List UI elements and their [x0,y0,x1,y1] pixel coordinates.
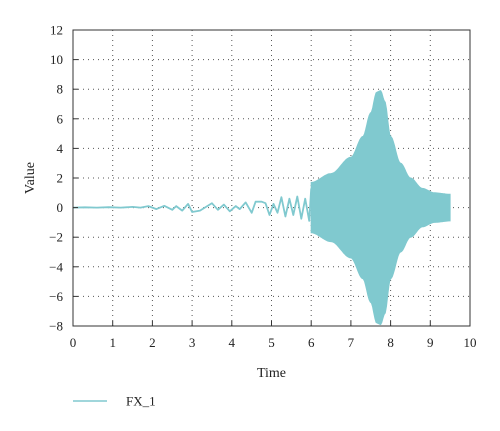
x-tick-label: 0 [70,335,77,350]
data-layer [72,90,451,326]
x-tick-label: 8 [387,335,394,350]
legend-label: FX_1 [126,394,156,409]
y-tick-label: 6 [57,111,64,126]
x-tick-label: 10 [464,335,477,350]
y-tick-label: 10 [50,52,63,67]
x-tick-label: 2 [149,335,156,350]
x-tick-label: 3 [189,335,196,350]
x-tick-label: 6 [308,335,315,350]
y-tick-label: −6 [49,289,63,304]
y-tick-label: 4 [57,141,64,156]
y-axis-title: Value [23,162,38,194]
y-tick-labels: 12 10 8 6 4 2 0 −2 −4 −6 −8 [49,23,63,334]
y-tick-label: 8 [57,82,64,97]
y-tick-label: −4 [49,259,63,274]
x-tick-label: 7 [348,335,355,350]
x-tick-label: 1 [109,335,116,350]
x-tick-label: 4 [229,335,236,350]
y-tick-label: −8 [49,319,63,334]
y-tick-label: 12 [50,23,63,38]
y-tick-label: −2 [49,230,63,245]
legend: FX_1 [73,394,156,409]
x-tick-label: 9 [427,335,434,350]
y-tick-label: 2 [57,171,64,186]
ticks [72,29,471,327]
series-band-fx-1 [310,90,451,326]
x-axis-title: Time [257,366,286,381]
y-tick-label: 0 [57,200,64,215]
series-line-fx-1 [72,188,313,222]
x-tick-labels: 0 1 2 3 4 5 6 7 8 9 10 [70,335,477,350]
x-tick-label: 5 [268,335,275,350]
